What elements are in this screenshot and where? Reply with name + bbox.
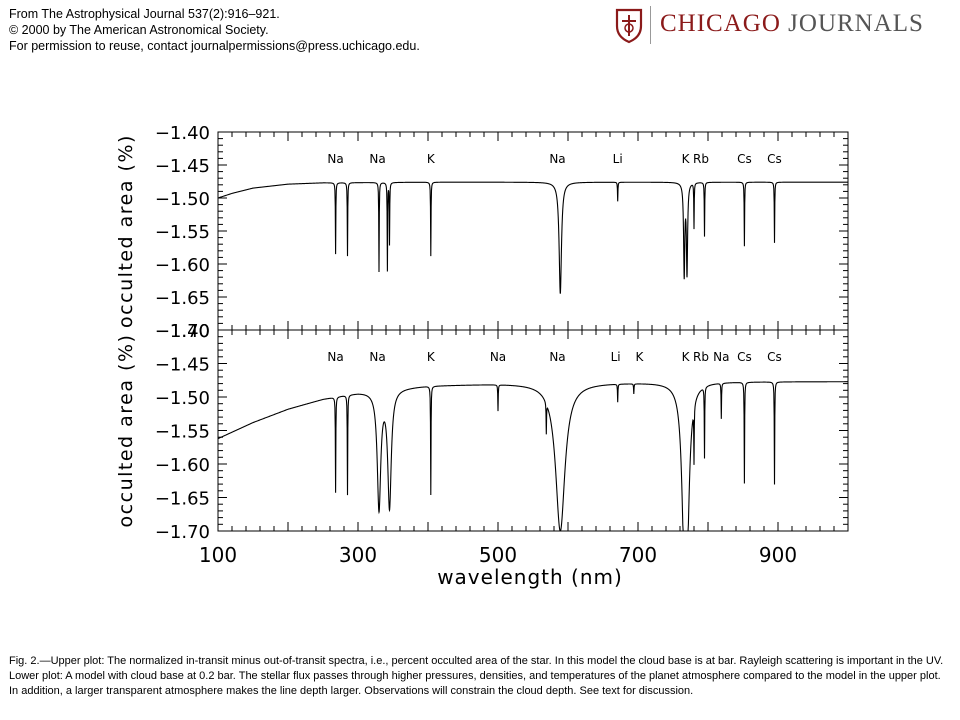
citation-journal: From The Astrophysical Journal 537(2):91… (9, 7, 280, 21)
x-tick-label: 300 (339, 543, 377, 567)
line-label: Na (369, 152, 385, 166)
line-label: Cs (767, 350, 782, 364)
y-tick-label: −1.70 (155, 522, 210, 543)
y-tick-label: −1.70 (155, 321, 210, 342)
y-tick-label: −1.40 (155, 321, 210, 342)
line-label: Na (327, 350, 343, 364)
y-tick-label: −1.60 (155, 455, 210, 476)
y-tick-label: −1.45 (155, 156, 210, 177)
y-tick-label: −1.55 (155, 422, 210, 443)
citation-copyright: © 2000 by The American Astronomical Soci… (9, 23, 269, 37)
x-tick-label: 100 (199, 543, 237, 567)
x-axis-label: wavelength (nm) (437, 565, 623, 589)
panel-upper: −1.40 −1.45 −1.50 −1.55 −1.60 −1.65 −1.70 occul… (115, 123, 849, 342)
line-label: Cs (737, 152, 752, 166)
line-label: Na (713, 350, 729, 364)
line-label: Na (369, 350, 385, 364)
chicago-journals-logo: CHICAGO JOURNALS (612, 4, 957, 44)
line-label: Li (613, 152, 623, 166)
line-label: K (427, 350, 436, 364)
y-tick-label: −1.40 (155, 123, 210, 144)
citation-header: From The Astrophysical Journal 537(2):91… (9, 6, 420, 54)
y-tick-label: −1.50 (155, 189, 210, 210)
line-label: Cs (737, 350, 752, 364)
lower-spectrum-line (218, 381, 848, 531)
upper-spectrum-line (218, 181, 848, 294)
line-label: K (682, 152, 691, 166)
figure-caption: Fig. 2.—Upper plot: The normalized in-tr… (9, 655, 944, 697)
line-label: Na (490, 350, 506, 364)
line-label: Na (549, 152, 565, 166)
logo-wordmark-chicago: CHICAGO (660, 10, 781, 37)
line-label: Na (549, 350, 565, 364)
y-tick-label: −1.55 (155, 222, 210, 243)
logo-wordmark: CHICAGO JOURNALS (660, 10, 924, 38)
y-tick-label: −1.65 (155, 489, 210, 510)
y-axis-label: occulted area (%) (115, 334, 137, 528)
spectra-chart: −1.40 −1.45 −1.50 −1.55 −1.60 −1.65 −1.70 occul… (115, 123, 849, 589)
line-label: K (635, 350, 644, 364)
line-label: Rb (693, 350, 709, 364)
y-tick-label: −1.45 (155, 355, 210, 376)
line-label: K (682, 350, 691, 364)
logo-wordmark-journals: JOURNALS (780, 10, 924, 37)
line-label: Li (611, 350, 621, 364)
y-axis-label: occulted area (%) (115, 134, 137, 328)
university-seal-icon (615, 8, 643, 44)
y-tick-label: −1.50 (155, 388, 210, 409)
y-tick-label: −1.60 (155, 255, 210, 276)
x-tick-label: 700 (619, 543, 657, 567)
x-tick-label: 500 (479, 543, 517, 567)
y-tick-label: −1.65 (155, 288, 210, 309)
line-label: Na (327, 152, 343, 166)
lower-plot-frame (217, 329, 849, 532)
x-tick-label: 900 (759, 543, 797, 567)
line-label: Cs (767, 152, 782, 166)
logo-divider (650, 6, 651, 44)
line-label: Rb (693, 152, 709, 166)
line-label: K (427, 152, 436, 166)
citation-permissions: For permission to reuse, contact journal… (9, 39, 420, 53)
upper-plot-frame (217, 131, 849, 331)
